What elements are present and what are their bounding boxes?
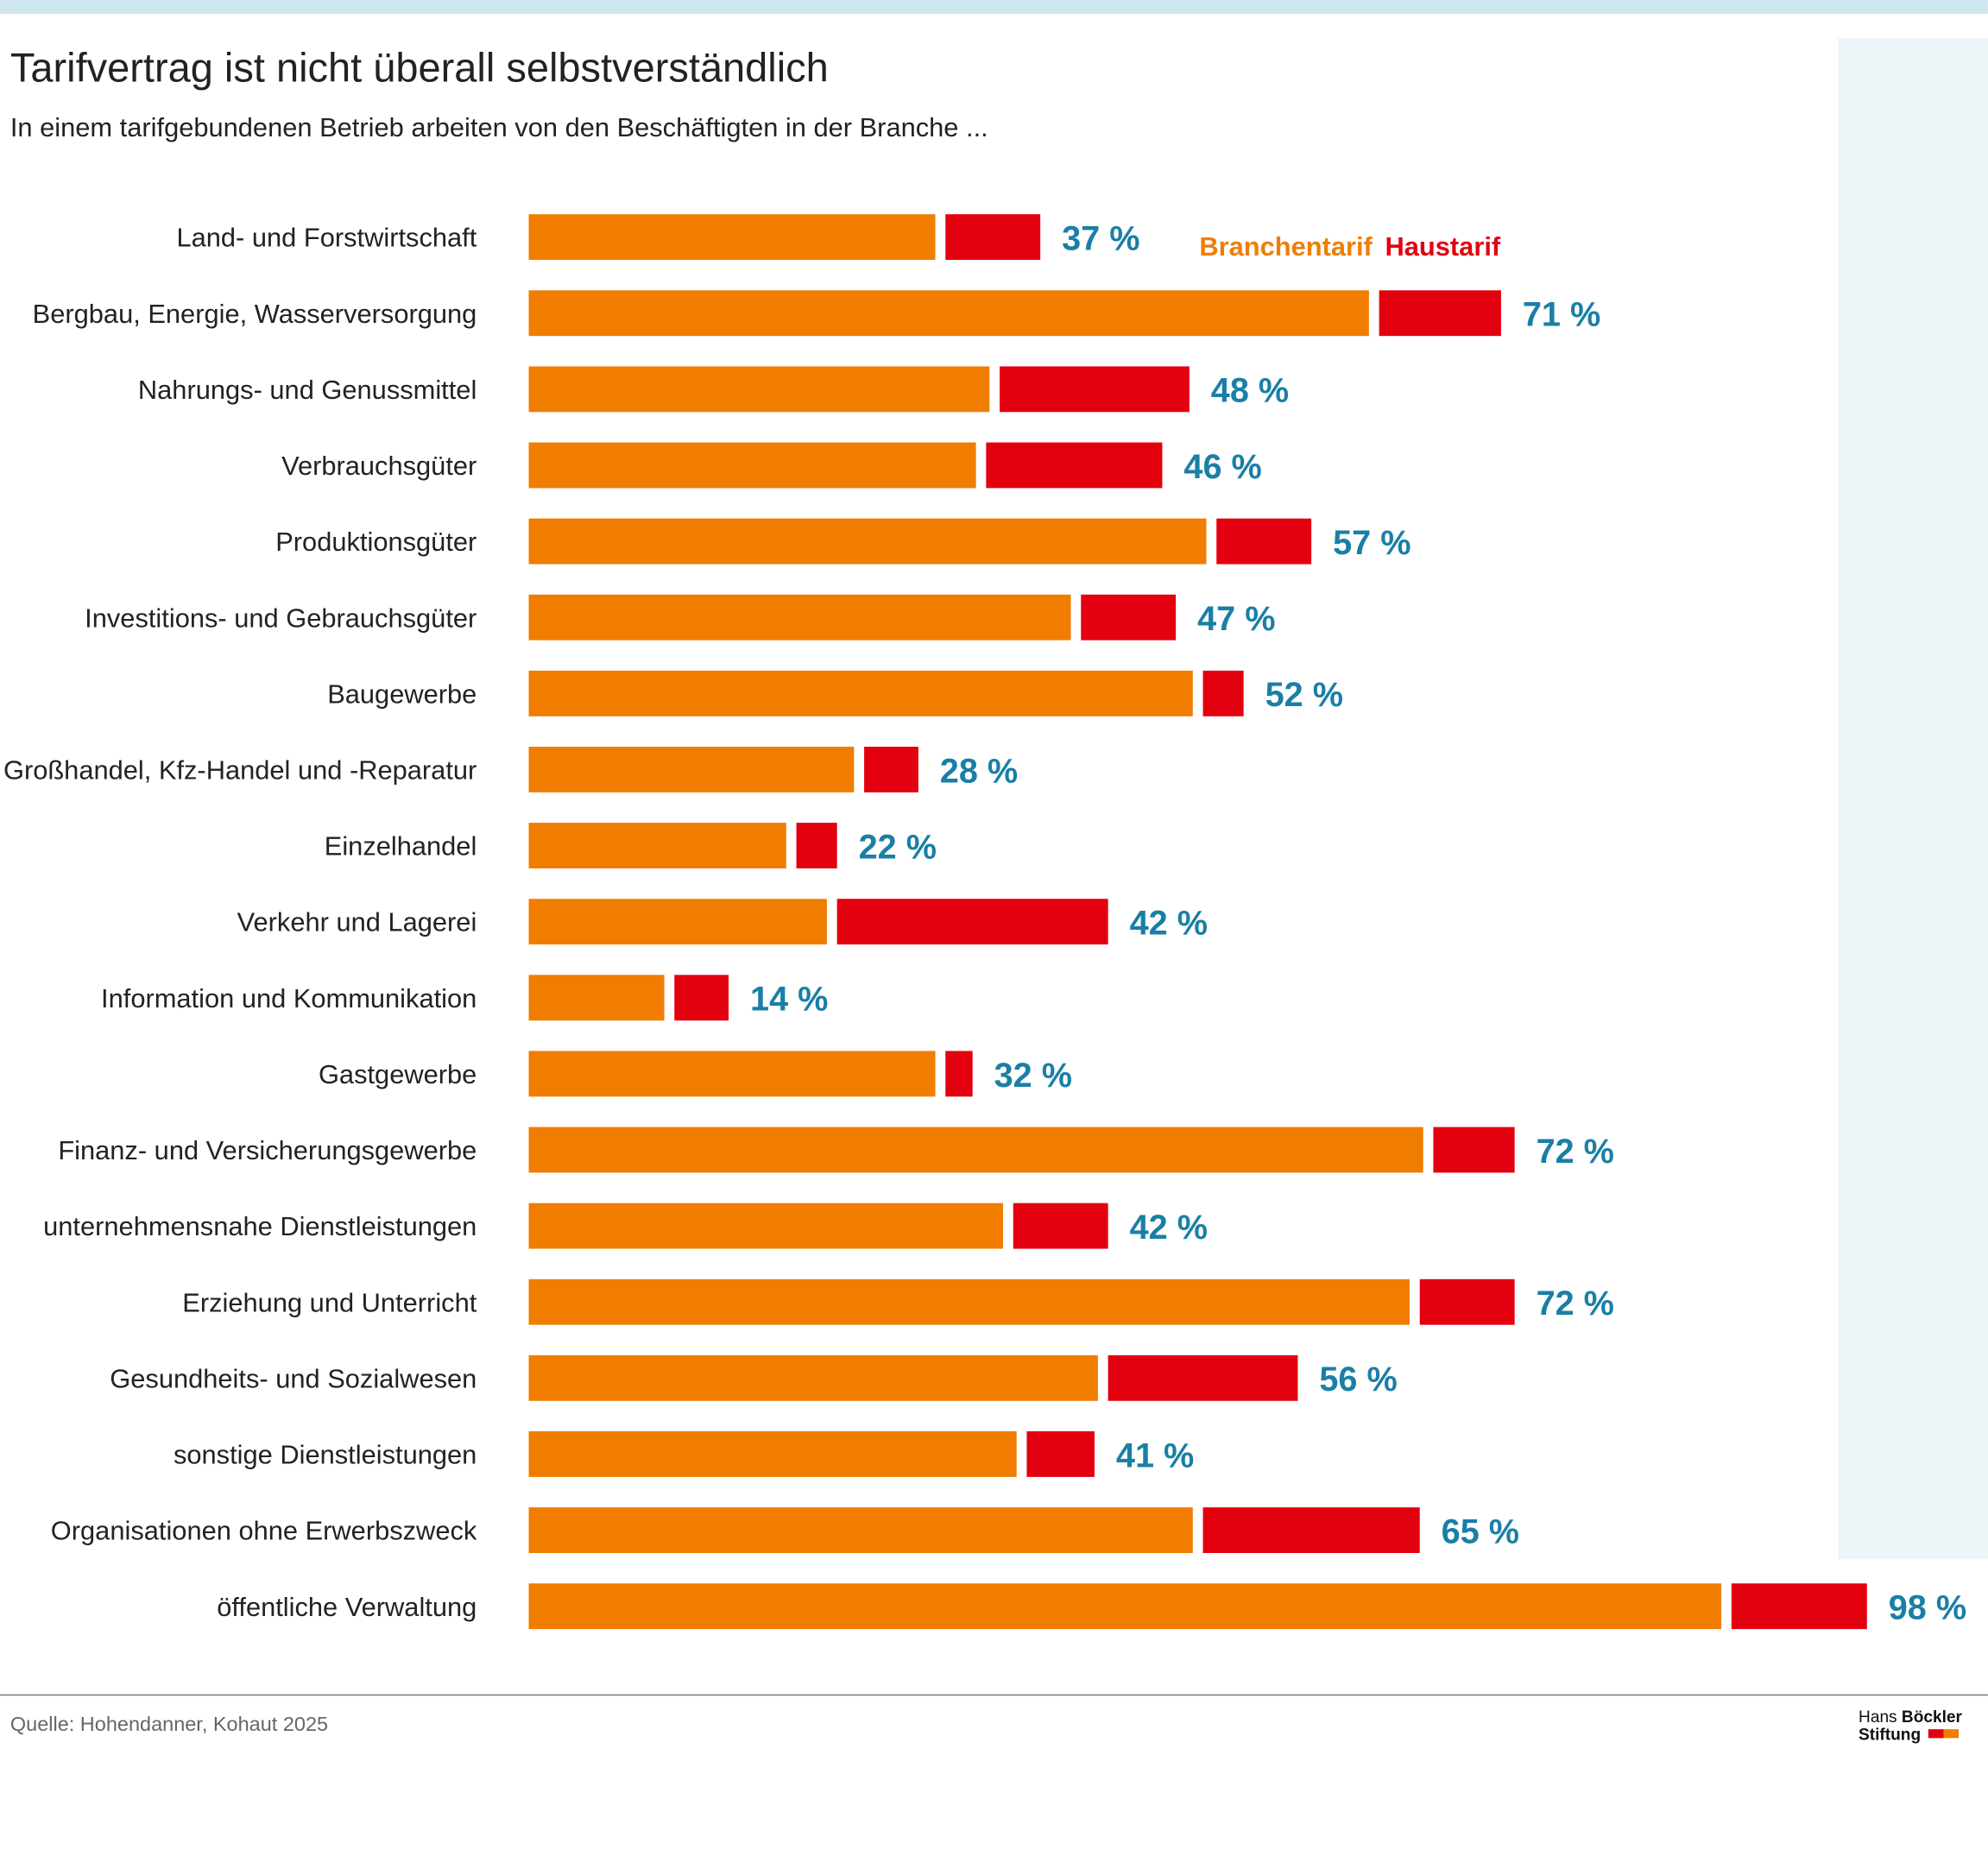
bar-segment bbox=[1419, 1278, 1515, 1325]
bar-segment bbox=[1216, 518, 1312, 565]
category-label: Einzelhandel bbox=[325, 831, 477, 862]
bar-segment bbox=[528, 1203, 1004, 1249]
category-label: Gastgewerbe bbox=[319, 1059, 476, 1089]
category-label: Bergbau, Energie, Wasserversorgung bbox=[33, 299, 477, 329]
bar-segment bbox=[528, 1354, 1098, 1401]
bar-segment bbox=[864, 746, 918, 792]
category-label: sonstige Dienstleistungen bbox=[174, 1440, 476, 1470]
total-label: 42 % bbox=[1130, 1209, 1208, 1247]
total-label: 47 % bbox=[1197, 600, 1275, 638]
logo: Hans Böckler bbox=[1859, 1708, 1962, 1727]
total-label: 28 % bbox=[940, 752, 1018, 790]
category-label: Finanz- und Versicherungsgewerbe bbox=[58, 1135, 476, 1165]
bar-segment bbox=[1013, 1203, 1108, 1249]
category-label: Verkehr und Lagerei bbox=[237, 907, 477, 937]
bar-segment bbox=[528, 1051, 936, 1097]
bar-segment bbox=[986, 442, 1163, 489]
bar-segment bbox=[528, 746, 855, 792]
category-label: Produktionsgüter bbox=[275, 527, 476, 557]
total-label: 98 % bbox=[1889, 1589, 1966, 1627]
logo-text: Böckler bbox=[1902, 1708, 1963, 1727]
total-label: 71 % bbox=[1523, 296, 1600, 334]
logo-text: Hans bbox=[1859, 1708, 1897, 1727]
bar-segment bbox=[528, 1431, 1017, 1477]
total-label: 52 % bbox=[1265, 676, 1343, 714]
bar-segment bbox=[528, 1583, 1722, 1630]
category-label: Nahrungs- und Genussmittel bbox=[138, 375, 476, 405]
bar-segment bbox=[796, 823, 837, 868]
bar-segment bbox=[1026, 1431, 1095, 1477]
bar-segment bbox=[528, 1507, 1193, 1554]
bar-segment bbox=[945, 1051, 973, 1097]
total-label: 57 % bbox=[1333, 524, 1411, 562]
total-label: 56 % bbox=[1319, 1360, 1397, 1398]
total-label: 32 % bbox=[994, 1057, 1072, 1095]
total-label: 41 % bbox=[1116, 1436, 1194, 1474]
bar-segment bbox=[528, 442, 976, 489]
total-label: 72 % bbox=[1537, 1285, 1614, 1323]
bar-segment bbox=[1202, 670, 1244, 717]
category-label: Großhandel, Kfz-Handel und -Reparatur bbox=[3, 755, 476, 786]
bar-segment bbox=[528, 366, 990, 413]
category-label: Verbrauchsgüter bbox=[281, 451, 476, 481]
bar-segment bbox=[528, 899, 827, 945]
category-label: Land- und Forstwirtschaft bbox=[176, 223, 476, 253]
bar-segment bbox=[528, 975, 665, 1021]
bar-segment bbox=[836, 899, 1108, 945]
chart-subtitle: In einem tarifgebundenen Betrieb arbeite… bbox=[10, 112, 988, 142]
total-label: 65 % bbox=[1442, 1512, 1519, 1550]
total-label: 37 % bbox=[1062, 219, 1139, 257]
bar-segment bbox=[528, 594, 1071, 641]
decoration bbox=[1838, 38, 1988, 1560]
bar-segment bbox=[1731, 1583, 1867, 1630]
legend-entry: Haustarif bbox=[1385, 231, 1501, 262]
total-label: 14 % bbox=[750, 981, 828, 1019]
chart-title: Tarifvertrag ist nicht überall selbstver… bbox=[10, 45, 829, 91]
bar-segment bbox=[1379, 290, 1501, 337]
total-label: 46 % bbox=[1183, 448, 1261, 486]
bar-segment bbox=[528, 290, 1369, 337]
bar-segment bbox=[1202, 1507, 1420, 1554]
category-label: öffentliche Verwaltung bbox=[217, 1592, 476, 1622]
bar-segment bbox=[528, 670, 1193, 717]
bar-segment bbox=[1108, 1354, 1298, 1401]
bar-segment bbox=[528, 823, 786, 868]
bar-segment bbox=[674, 975, 729, 1021]
category-label: Gesundheits- und Sozialwesen bbox=[110, 1363, 476, 1393]
category-label: Baugewerbe bbox=[327, 679, 476, 709]
bar-segment bbox=[528, 518, 1207, 565]
bar-segment bbox=[528, 214, 936, 261]
bar-segment bbox=[945, 214, 1041, 261]
total-label: 72 % bbox=[1537, 1133, 1614, 1171]
top-band bbox=[0, 0, 1988, 15]
source: Quelle: Hohendanner, Kohaut 2025 bbox=[10, 1713, 328, 1735]
bar-segment bbox=[1433, 1127, 1515, 1173]
category-label: unternehmensnahe Dienstleistungen bbox=[43, 1211, 476, 1241]
category-label: Investitions- und Gebrauchsgüter bbox=[85, 603, 476, 633]
total-label: 22 % bbox=[859, 828, 937, 866]
category-label: Erziehung und Unterricht bbox=[182, 1287, 476, 1317]
legend-entry: Branchentarif bbox=[1199, 231, 1373, 262]
bar-segment bbox=[1081, 594, 1177, 641]
bar-segment bbox=[528, 1278, 1410, 1325]
logo-mark bbox=[1928, 1729, 1944, 1739]
total-label: 42 % bbox=[1130, 905, 1208, 943]
logo-mark bbox=[1943, 1729, 1960, 1739]
bar-segment bbox=[1000, 366, 1190, 413]
category-label: Information und Kommunikation bbox=[101, 983, 476, 1013]
logo-text: Stiftung bbox=[1859, 1727, 1921, 1745]
total-label: 48 % bbox=[1211, 372, 1289, 410]
category-label: Organisationen ohne Erwerbszweck bbox=[51, 1516, 477, 1546]
bar-segment bbox=[528, 1127, 1423, 1173]
